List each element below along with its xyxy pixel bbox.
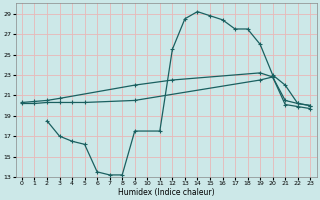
X-axis label: Humidex (Indice chaleur): Humidex (Indice chaleur) [118, 188, 214, 197]
